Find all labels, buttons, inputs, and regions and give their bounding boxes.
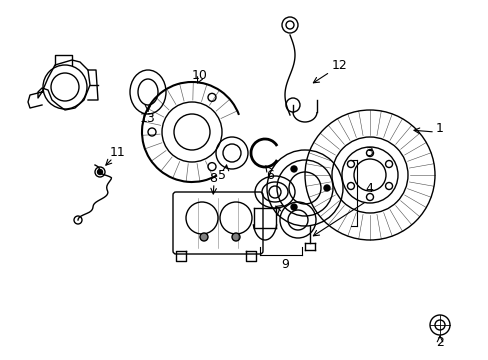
Circle shape	[290, 204, 296, 210]
Text: 11: 11	[110, 145, 125, 158]
Text: 3: 3	[365, 145, 372, 158]
Text: 5: 5	[218, 168, 225, 181]
Circle shape	[290, 166, 296, 172]
Text: 9: 9	[281, 258, 288, 271]
Text: 4: 4	[365, 181, 372, 194]
Circle shape	[97, 170, 102, 175]
Circle shape	[200, 233, 207, 241]
Text: 13: 13	[140, 112, 156, 125]
Text: 10: 10	[192, 68, 207, 81]
Text: 1: 1	[435, 122, 443, 135]
Text: 8: 8	[208, 171, 217, 185]
Text: 2: 2	[435, 336, 443, 348]
Text: 12: 12	[331, 59, 347, 72]
Circle shape	[324, 185, 329, 191]
Text: 7: 7	[273, 206, 282, 219]
Text: 6: 6	[265, 168, 273, 181]
Circle shape	[231, 233, 240, 241]
